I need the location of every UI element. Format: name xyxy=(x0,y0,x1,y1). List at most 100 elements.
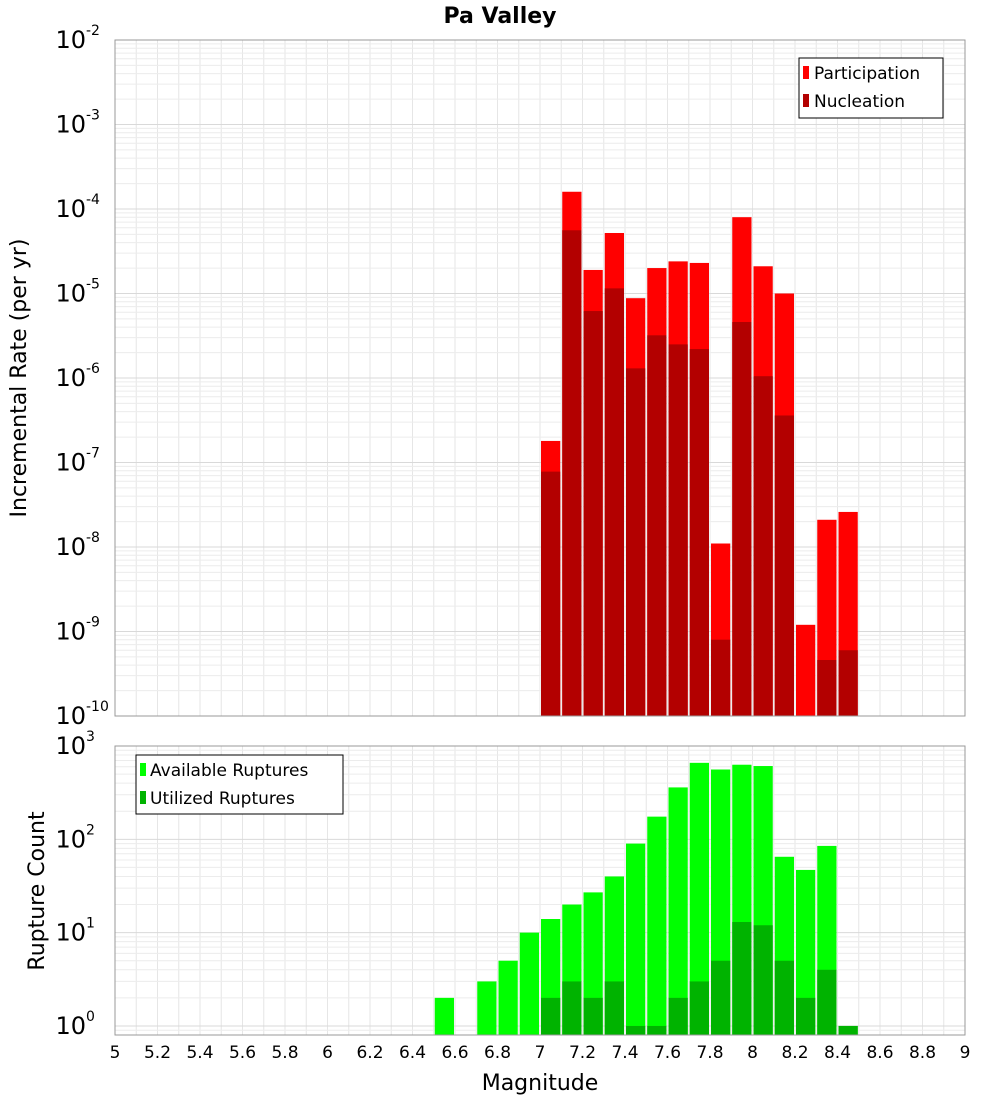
top-y-tick-label: 10 xyxy=(55,364,86,392)
bar-utilized-ruptures xyxy=(711,960,731,1035)
legend-label-utilized: Utilized Ruptures xyxy=(150,789,295,809)
bar-utilized-ruptures xyxy=(796,997,816,1035)
top-y-tick-exponent: -5 xyxy=(86,277,100,293)
bar-nucleation xyxy=(753,376,773,716)
legend-label-nucleation: Nucleation xyxy=(814,92,905,112)
top-y-tick-label: 10 xyxy=(55,111,86,139)
top-legend-box xyxy=(798,57,944,119)
bottom-y-tick-label: 10 xyxy=(55,1012,86,1040)
top-legend: Participation Nucleation xyxy=(798,57,944,119)
bar-utilized-ruptures xyxy=(626,1025,646,1035)
bar-utilized-ruptures xyxy=(817,969,837,1035)
top-plot-border xyxy=(114,39,966,717)
x-tick-label: 6 xyxy=(322,1043,333,1063)
legend-label-available: Available Ruptures xyxy=(150,761,308,781)
bar-utilized-ruptures xyxy=(753,925,773,1035)
bar-available-ruptures xyxy=(434,997,454,1035)
bar-available-ruptures xyxy=(626,843,646,1035)
chart-title: Pa Valley xyxy=(443,4,556,29)
bar-utilized-ruptures xyxy=(583,997,603,1035)
x-tick-label: 5.4 xyxy=(186,1043,213,1063)
bar-utilized-ruptures xyxy=(647,1025,667,1035)
top-y-tick-exponent: -4 xyxy=(86,192,100,208)
x-tick-label: 8.8 xyxy=(909,1043,936,1063)
top-y-tick-label: 10 xyxy=(55,533,86,561)
x-tick-label: 8.6 xyxy=(866,1043,893,1063)
legend-swatch-participation xyxy=(803,66,809,79)
bar-utilized-ruptures xyxy=(668,997,688,1035)
bar-available-ruptures xyxy=(689,762,709,1035)
top-y-tick-exponent: -6 xyxy=(86,361,100,377)
bottom-y-tick-label: 10 xyxy=(55,919,86,947)
bar-nucleation xyxy=(668,344,688,716)
bottom-bars xyxy=(434,762,858,1035)
top-y-tick-label: 10 xyxy=(55,702,86,730)
bottom-legend-box xyxy=(135,754,344,815)
top-y-tick-exponent: -2 xyxy=(86,23,100,39)
x-tick-label: 8.4 xyxy=(824,1043,851,1063)
bar-utilized-ruptures xyxy=(838,1025,858,1035)
top-y-tick-label: 10 xyxy=(55,280,86,308)
bar-utilized-ruptures xyxy=(732,922,752,1035)
bar-nucleation xyxy=(604,288,624,716)
bar-utilized-ruptures xyxy=(689,981,709,1035)
bottom-legend: Available Ruptures Utilized Ruptures xyxy=(135,754,344,815)
bar-nucleation xyxy=(774,415,794,716)
x-tick-label: 7.4 xyxy=(611,1043,638,1063)
bar-nucleation xyxy=(732,321,752,716)
bar-utilized-ruptures xyxy=(541,997,561,1035)
bar-nucleation xyxy=(626,368,646,716)
bar-nucleation xyxy=(689,349,709,716)
x-tick-label: 5.8 xyxy=(271,1043,298,1063)
top-y-tick-label: 10 xyxy=(55,449,86,477)
x-tick-label: 7.2 xyxy=(569,1043,596,1063)
top-y-tick-label: 10 xyxy=(55,195,86,223)
bottom-y-tick-exponent: 3 xyxy=(86,729,95,745)
bottom-y-axis-label: Rupture Count xyxy=(25,811,50,971)
bar-available-ruptures xyxy=(477,981,497,1035)
x-tick-label: 5 xyxy=(110,1043,121,1063)
top-y-tick-label: 10 xyxy=(55,618,86,646)
bottom-y-tick-label: 10 xyxy=(55,825,86,853)
bottom-plot-border xyxy=(114,745,966,1036)
x-tick-label: 6.8 xyxy=(484,1043,511,1063)
bar-nucleation xyxy=(711,639,731,716)
top-bars xyxy=(541,191,858,717)
top-y-tick-exponent: -3 xyxy=(86,108,100,124)
x-axis-label: Magnitude xyxy=(482,1071,599,1096)
bar-nucleation xyxy=(562,230,582,716)
x-tick-label: 8.2 xyxy=(781,1043,808,1063)
x-tick-label: 6.2 xyxy=(356,1043,383,1063)
top-y-tick-exponent: -8 xyxy=(86,530,100,546)
bar-available-ruptures xyxy=(498,960,518,1035)
bottom-y-tick-exponent: 0 xyxy=(86,1009,95,1025)
bar-utilized-ruptures xyxy=(604,981,624,1035)
bar-utilized-ruptures xyxy=(562,981,582,1035)
bar-available-ruptures xyxy=(647,816,667,1035)
top-y-tick-label: 10 xyxy=(55,26,86,54)
bar-nucleation xyxy=(541,471,561,716)
x-tick-label: 7.6 xyxy=(654,1043,681,1063)
legend-swatch-nucleation xyxy=(803,94,809,107)
top-y-tick-exponent: -7 xyxy=(86,446,100,462)
bar-available-ruptures xyxy=(519,932,539,1035)
legend-swatch-utilized xyxy=(140,791,146,804)
bottom-y-tick-label: 10 xyxy=(55,732,86,760)
x-tick-label: 7.8 xyxy=(696,1043,723,1063)
bar-nucleation xyxy=(647,335,667,716)
legend-swatch-available xyxy=(140,763,146,776)
top-y-tick-exponent: -10 xyxy=(86,699,109,715)
bar-available-ruptures xyxy=(668,787,688,1035)
x-tick-label: 5.6 xyxy=(229,1043,256,1063)
x-tick-label: 6.4 xyxy=(399,1043,426,1063)
top-y-axis-label: Incremental Rate (per yr) xyxy=(7,239,32,518)
bar-nucleation xyxy=(838,650,858,716)
top-y-tick-exponent: -9 xyxy=(86,615,100,631)
bar-participation xyxy=(796,624,816,716)
x-tick-label: 6.6 xyxy=(441,1043,468,1063)
